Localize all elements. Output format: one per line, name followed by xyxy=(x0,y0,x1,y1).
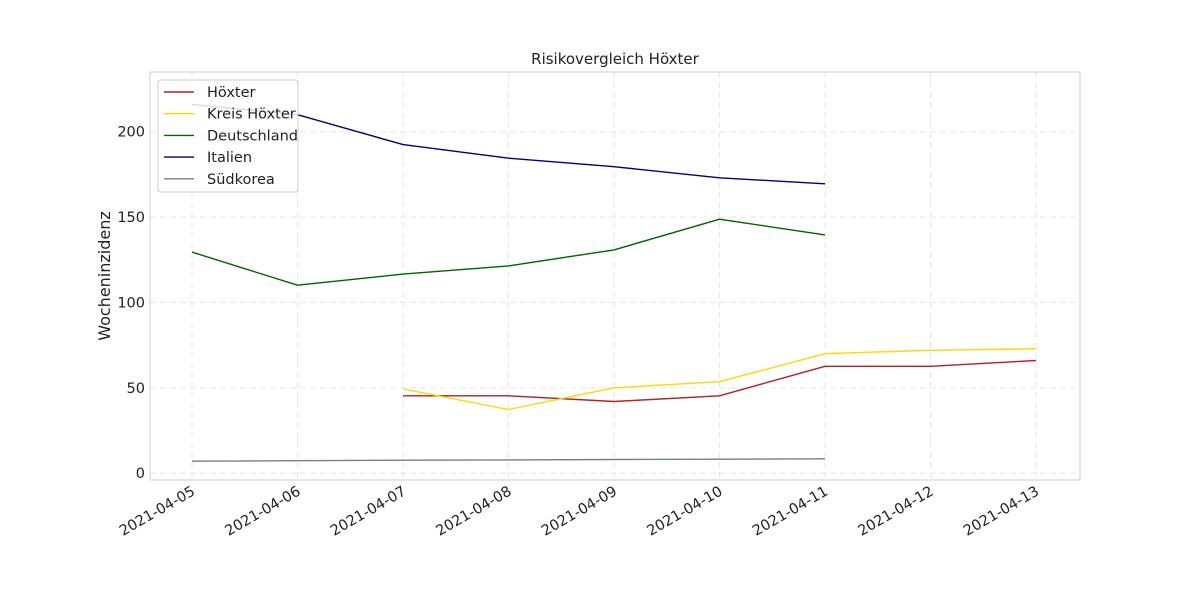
x-tick-label: 2021-04-09 xyxy=(539,484,620,540)
x-axis-ticks: 2021-04-05 2021-04-06 2021-04-07 2021-04-08… xyxy=(117,484,1042,540)
legend-label: Italien xyxy=(207,150,252,166)
x-tick-label: 2021-04-11 xyxy=(750,484,831,540)
x-tick-label: 2021-04-12 xyxy=(856,484,937,540)
x-tick-label: 2021-04-05 xyxy=(117,484,198,540)
x-tick-label: 2021-04-13 xyxy=(961,484,1042,540)
x-tick-label: 2021-04-06 xyxy=(223,484,304,540)
series-line-höxter xyxy=(403,359,1037,403)
series-lines xyxy=(191,103,1037,462)
series-line-deutschland xyxy=(191,218,826,286)
y-tick-label: 50 xyxy=(127,381,145,397)
y-axis-ticks: 0 50 100 150 200 xyxy=(117,125,145,482)
y-tick-label: 200 xyxy=(117,125,145,141)
legend: Höxter Kreis Höxter Deutschland Italien Südk… xyxy=(157,79,299,193)
series-line-südkorea xyxy=(191,458,826,462)
y-tick-label: 100 xyxy=(117,295,145,311)
legend-frame xyxy=(157,79,299,193)
x-tick-label: 2021-04-07 xyxy=(328,484,409,540)
x-tick-label: 2021-04-08 xyxy=(434,484,515,540)
series-line-kreis-höxter xyxy=(402,348,1037,411)
grid xyxy=(150,72,1080,480)
legend-label: Kreis Höxter xyxy=(207,107,296,123)
legend-label: Höxter xyxy=(207,85,256,101)
y-tick-label: 0 xyxy=(136,466,145,482)
plot-frame xyxy=(149,71,1081,481)
x-tick-label: 2021-04-10 xyxy=(645,484,726,540)
legend-label: Südkorea xyxy=(207,172,275,188)
legend-label: Deutschland xyxy=(207,128,298,144)
y-axis-label: Wocheninzidenz xyxy=(95,211,114,341)
chart-title: Risikovergleich Höxter xyxy=(531,50,699,68)
y-tick-label: 150 xyxy=(117,210,145,226)
